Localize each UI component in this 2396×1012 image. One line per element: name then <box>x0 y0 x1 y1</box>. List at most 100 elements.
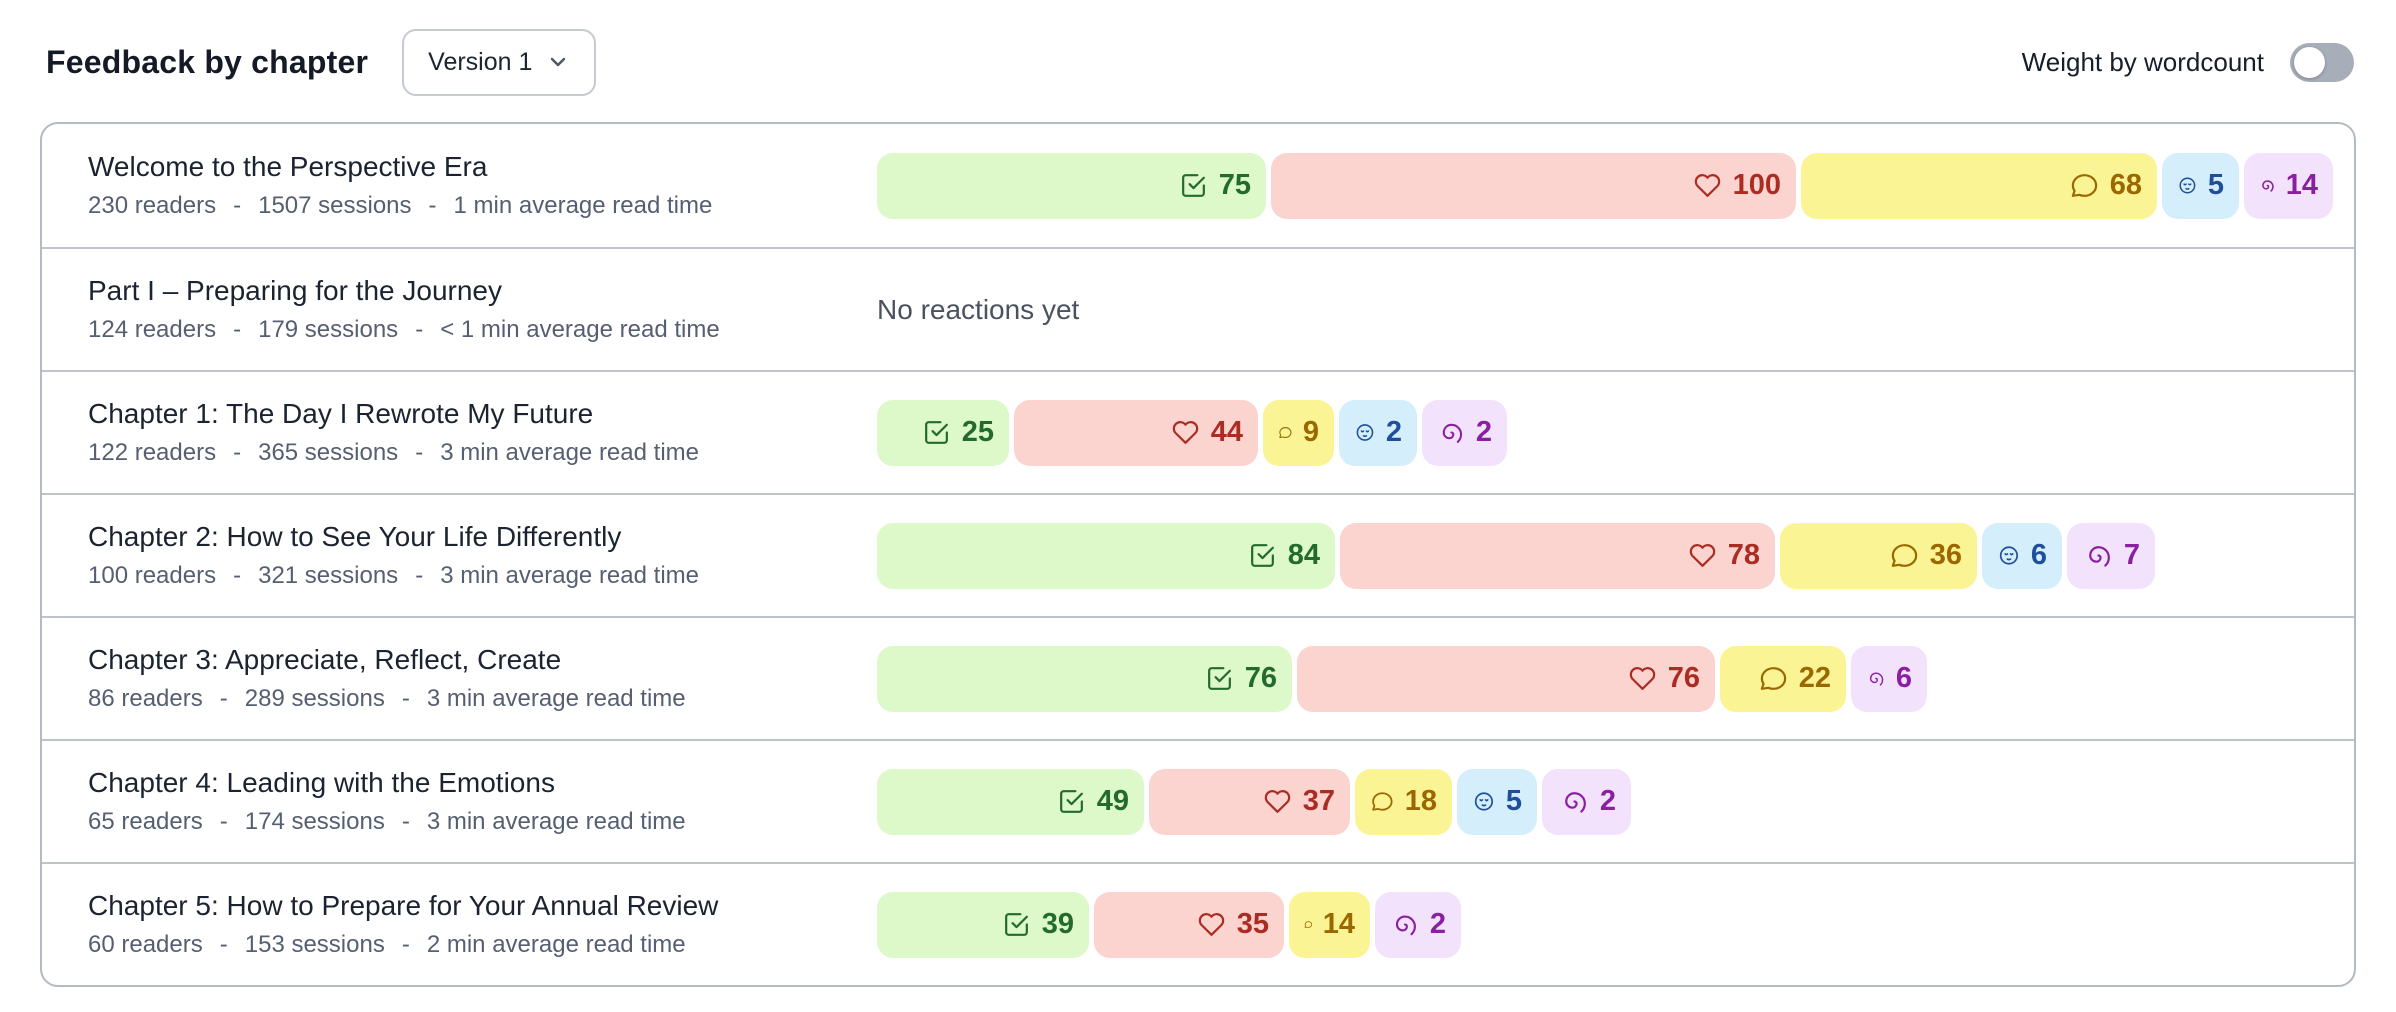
reaction-count: 5 <box>2207 169 2224 201</box>
reaction-badge-heart[interactable]: 35 <box>1094 891 1284 958</box>
chapter-row: Chapter 3: Appreciate, Reflect, Create 86… <box>42 616 2354 739</box>
feedback-by-chapter-table: Welcome to the Perspective Era 230 reader… <box>40 122 2356 987</box>
chapter-title: Chapter 3: Appreciate, Reflect, Create <box>88 644 562 675</box>
stat-separator: - <box>219 685 228 712</box>
comment-icon <box>1370 786 1395 817</box>
stat-separator: - <box>428 192 437 219</box>
reaction-badge-confused[interactable]: 2 <box>1339 399 1417 466</box>
reaction-badge-mindblown[interactable]: 7 <box>2067 522 2155 589</box>
stat-separator: - <box>219 931 228 958</box>
heart-icon <box>1627 663 1658 694</box>
stat-separator: - <box>219 808 228 835</box>
reaction-count: 18 <box>1404 785 1437 817</box>
chapter-row: Chapter 1: The Day I Rewrote My Future 12… <box>42 370 2354 493</box>
sessions-count: 365 sessions <box>258 439 399 466</box>
readers-count: 60 readers <box>88 931 203 958</box>
reaction-badge-heart[interactable]: 37 <box>1149 768 1350 835</box>
chapter-info: Chapter 1: The Day I Rewrote My Future 12… <box>42 398 877 467</box>
reaction-count: 68 <box>2109 169 2142 201</box>
readers-count: 124 readers <box>88 316 217 343</box>
heart-icon <box>1170 417 1201 448</box>
reaction-badges: 75 100 68 5 14 <box>877 152 2354 219</box>
readers-count: 86 readers <box>88 685 203 712</box>
reaction-badge-confused[interactable]: 5 <box>1457 768 1537 835</box>
chapter-stats: 65 readers -174 sessions -3 min average re… <box>88 808 877 836</box>
reaction-badge-comment[interactable]: 14 <box>1289 891 1370 958</box>
heart-icon <box>1196 909 1227 940</box>
reaction-count: 36 <box>1929 539 1962 571</box>
heart-icon <box>1692 170 1723 201</box>
mindblown-icon <box>1390 909 1420 940</box>
reaction-badge-comment[interactable]: 36 <box>1780 522 1977 589</box>
reaction-badge-heart[interactable]: 76 <box>1297 645 1715 712</box>
reaction-badge-mindblown[interactable]: 14 <box>2244 152 2333 219</box>
reaction-badge-mindblown[interactable]: 2 <box>1422 399 1507 466</box>
reaction-count: 76 <box>1667 662 1700 694</box>
read-time: < 1 min average read time <box>440 316 720 343</box>
chapter-info: Chapter 3: Appreciate, Reflect, Create 86… <box>42 644 877 713</box>
reaction-badge-confused[interactable]: 5 <box>2162 152 2239 219</box>
reaction-badge-checkmark[interactable]: 75 <box>877 152 1266 219</box>
reaction-badges: 25 44 9 2 2 <box>877 399 2354 466</box>
heart-icon <box>1687 540 1718 571</box>
reaction-badge-checkmark[interactable]: 39 <box>877 891 1089 958</box>
heart-icon <box>1262 786 1293 817</box>
chapter-title: Welcome to the Perspective Era <box>88 151 488 182</box>
reaction-badge-checkmark[interactable]: 76 <box>877 645 1292 712</box>
checkmark-icon <box>921 417 952 448</box>
reaction-badge-comment[interactable]: 22 <box>1720 645 1846 712</box>
comment-icon <box>1278 417 1293 448</box>
weight-by-wordcount-toggle[interactable] <box>2290 42 2354 82</box>
reaction-badges: 39 35 14 2 <box>877 891 2354 958</box>
chapter-info: Chapter 4: Leading with the Emotions 65 r… <box>42 767 877 836</box>
chapter-stats: 124 readers -179 sessions - < 1 min average… <box>88 316 877 344</box>
stat-separator: - <box>415 439 424 466</box>
reaction-badges: 84 78 36 6 7 <box>877 522 2354 589</box>
chapter-row: Chapter 4: Leading with the Emotions 65 r… <box>42 739 2354 862</box>
read-time: 3 min average read time <box>440 562 699 589</box>
chapter-info: Chapter 2: How to See Your Life Differen… <box>42 521 877 590</box>
reaction-badge-mindblown[interactable]: 2 <box>1375 891 1461 958</box>
reaction-badge-checkmark[interactable]: 84 <box>877 522 1335 589</box>
stat-separator: - <box>233 439 242 466</box>
reaction-badge-heart[interactable]: 78 <box>1340 522 1775 589</box>
chapter-title: Part I – Preparing for the Journey <box>88 275 502 306</box>
reaction-badge-confused[interactable]: 6 <box>1982 522 2062 589</box>
version-selector[interactable]: Version 1 <box>402 28 597 96</box>
confused-icon <box>2177 170 2198 201</box>
readers-count: 122 readers <box>88 439 217 466</box>
reaction-badge-comment[interactable]: 18 <box>1355 768 1452 835</box>
reaction-badge-comment[interactable]: 68 <box>1801 152 2157 219</box>
reaction-count: 9 <box>1302 416 1319 448</box>
chapter-info: Welcome to the Perspective Era 230 reader… <box>42 151 877 220</box>
reaction-badge-heart[interactable]: 44 <box>1014 399 1258 466</box>
reaction-badge-heart[interactable]: 100 <box>1271 152 1796 219</box>
stat-separator: - <box>415 316 424 343</box>
reaction-count: 78 <box>1727 539 1760 571</box>
page-header: Feedback by chapter Version 1 Weight by … <box>0 0 2396 100</box>
reaction-count: 2 <box>1599 785 1616 817</box>
sessions-count: 153 sessions <box>244 931 385 958</box>
reaction-badge-comment[interactable]: 9 <box>1263 399 1334 466</box>
sessions-count: 289 sessions <box>244 685 385 712</box>
reaction-count: 25 <box>961 416 994 448</box>
stat-separator: - <box>401 931 410 958</box>
version-selector-label: Version 1 <box>428 47 533 76</box>
reaction-count: 7 <box>2123 539 2140 571</box>
reaction-badge-checkmark[interactable]: 49 <box>877 768 1144 835</box>
stat-separator: - <box>233 316 242 343</box>
sessions-count: 174 sessions <box>244 808 385 835</box>
confused-icon <box>1997 540 2021 571</box>
page-title: Feedback by chapter <box>46 43 369 80</box>
checkmark-icon <box>1247 540 1278 571</box>
sessions-count: 1507 sessions <box>258 192 412 219</box>
readers-count: 230 readers <box>88 192 217 219</box>
stat-separator: - <box>401 685 410 712</box>
reaction-badge-mindblown[interactable]: 2 <box>1542 768 1631 835</box>
reaction-badge-checkmark[interactable]: 25 <box>877 399 1009 466</box>
reaction-count: 2 <box>1385 416 1402 448</box>
reaction-badge-mindblown[interactable]: 6 <box>1851 645 1927 712</box>
checkmark-icon <box>1178 170 1209 201</box>
reaction-badges: 49 37 18 5 2 <box>877 768 2354 835</box>
weight-by-wordcount-label: Weight by wordcount <box>2021 46 2264 77</box>
